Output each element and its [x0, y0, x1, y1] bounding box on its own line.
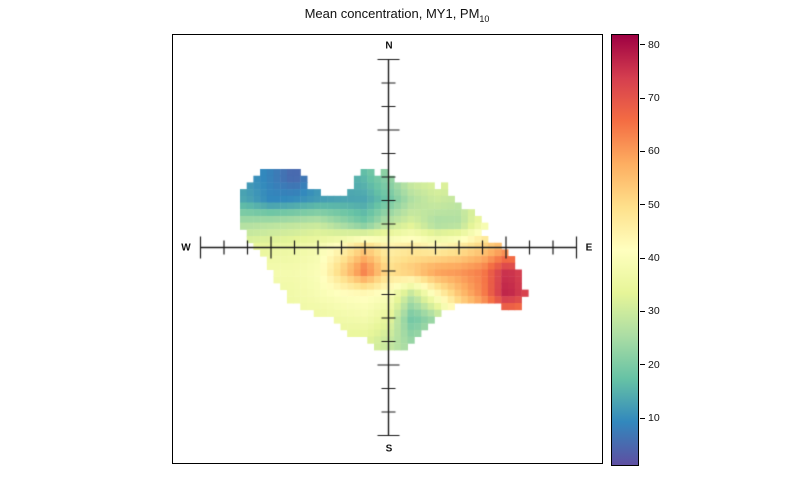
colorbar-tick-label: 40 — [648, 252, 660, 264]
colorbar-tick-dash — [640, 257, 645, 259]
colorbar-tick-dash — [640, 364, 645, 366]
colorbar-tick-dash — [640, 97, 645, 99]
chart-title-text: Mean concentration, MY1, PM — [304, 6, 480, 22]
colorbar: 10 20 30 40 50 60 70 80 — [611, 34, 671, 466]
colorbar-tick-dash — [640, 310, 645, 312]
colorbar-tick-label: 70 — [648, 92, 660, 104]
colorbar-tick-dash — [640, 417, 645, 419]
chart-title: Mean concentration, MY1, PM10 — [305, 6, 490, 24]
colorbar-tick-label: 50 — [648, 198, 660, 211]
plot-frame — [172, 34, 603, 464]
chart-title-subscript: 10 — [479, 13, 490, 24]
colorbar-tick-dash — [640, 44, 645, 46]
colorbar-tick-label: 30 — [648, 305, 660, 318]
colorbar-gradient — [611, 34, 639, 466]
compass-east-label: E — [585, 242, 593, 254]
compass-south-label: S — [385, 443, 393, 455]
colorbar-tick-label: 20 — [648, 358, 660, 371]
compass-north-label: N — [385, 40, 393, 52]
colorbar-tick-label: 60 — [648, 145, 660, 158]
compass-west-label: W — [181, 242, 191, 254]
colorbar-tick-dash — [640, 150, 645, 152]
colorbar-tick-dash — [640, 204, 645, 206]
colorbar-tick-label: 10 — [648, 412, 660, 424]
colorbar-tick-label: 80 — [648, 38, 660, 51]
polar-heatmap-canvas — [173, 35, 602, 463]
